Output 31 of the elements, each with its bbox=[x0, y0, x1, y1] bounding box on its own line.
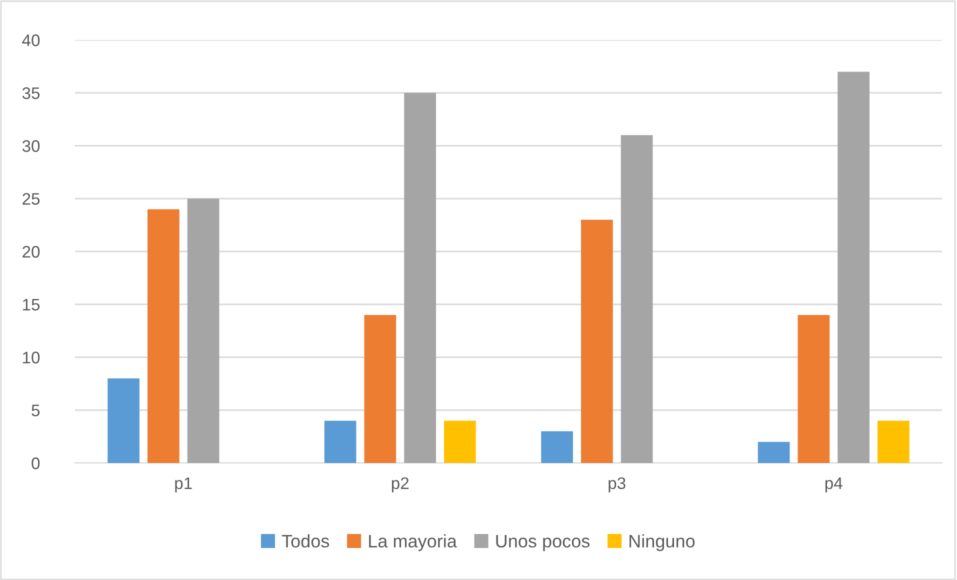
y-tick-label: 25 bbox=[22, 193, 40, 205]
bar bbox=[187, 198, 220, 463]
legend-label: Unos pocos bbox=[496, 534, 590, 552]
bar bbox=[758, 442, 790, 463]
y-tick-label: 5 bbox=[32, 404, 40, 416]
bar bbox=[148, 209, 180, 463]
bar bbox=[798, 314, 830, 463]
y-tick-label: 20 bbox=[22, 246, 40, 258]
x-tick-label: p4 bbox=[825, 478, 842, 492]
bar bbox=[404, 92, 436, 463]
bar bbox=[108, 378, 140, 463]
bar bbox=[878, 420, 910, 463]
bar bbox=[581, 220, 613, 463]
bar bbox=[364, 314, 396, 463]
bar bbox=[541, 431, 573, 463]
bar bbox=[620, 135, 653, 463]
x-tick-label: p1 bbox=[175, 478, 192, 492]
x-tick-label: p2 bbox=[392, 477, 409, 492]
bar bbox=[324, 420, 356, 463]
bar bbox=[838, 72, 870, 463]
y-tick-label: 0 bbox=[32, 457, 40, 470]
y-tick-label: 10 bbox=[23, 352, 40, 364]
y-tick-label: 35 bbox=[22, 87, 40, 100]
legend-label: La mayoria bbox=[369, 534, 457, 552]
y-tick-label: 40 bbox=[22, 34, 40, 46]
bar bbox=[444, 420, 476, 463]
legend-label: Ninguno bbox=[630, 534, 695, 552]
y-tick-label: 30 bbox=[22, 140, 40, 152]
legend-label: Todos bbox=[282, 534, 330, 548]
y-tick-label: 15 bbox=[23, 298, 40, 311]
x-tick-label: p3 bbox=[608, 477, 626, 492]
